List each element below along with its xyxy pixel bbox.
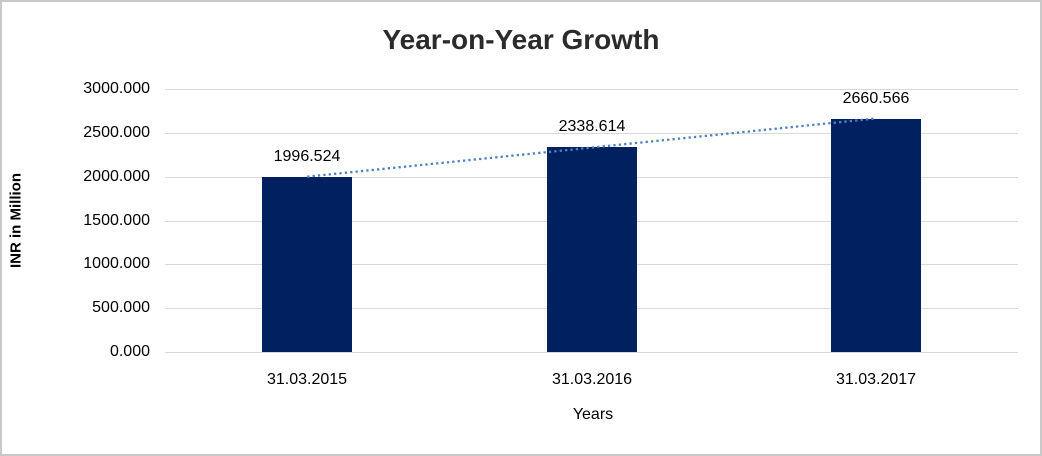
y-axis-tick-label: 2500.000 [83,124,150,141]
gridline [165,89,1018,90]
bar-value-label: 2338.614 [558,118,626,135]
x-axis-tick-label: 31.03.2015 [266,371,348,388]
y-axis-tick-label: 3000.000 [83,80,150,97]
x-axis-tick-label: 31.03.2016 [551,371,633,388]
bar-value-label: 2660.566 [842,90,910,107]
x-axis-tick-label: 31.03.2017 [835,371,917,388]
y-axis-tick-label: 1500.000 [83,212,150,229]
y-axis-tick-label: 2000.000 [83,168,150,185]
bar [262,177,352,352]
bar [547,147,637,352]
bar [831,119,921,352]
x-axis-title: Years [572,406,614,423]
y-axis-tick-label: 1000.000 [83,255,150,272]
gridline [165,352,1018,353]
y-axis-tick-label: 0.000 [109,343,150,360]
chart-title: Year-on-Year Growth [382,24,660,55]
bar-value-label: 1996.524 [273,148,341,165]
y-axis-tick-label: 500.000 [92,299,150,316]
